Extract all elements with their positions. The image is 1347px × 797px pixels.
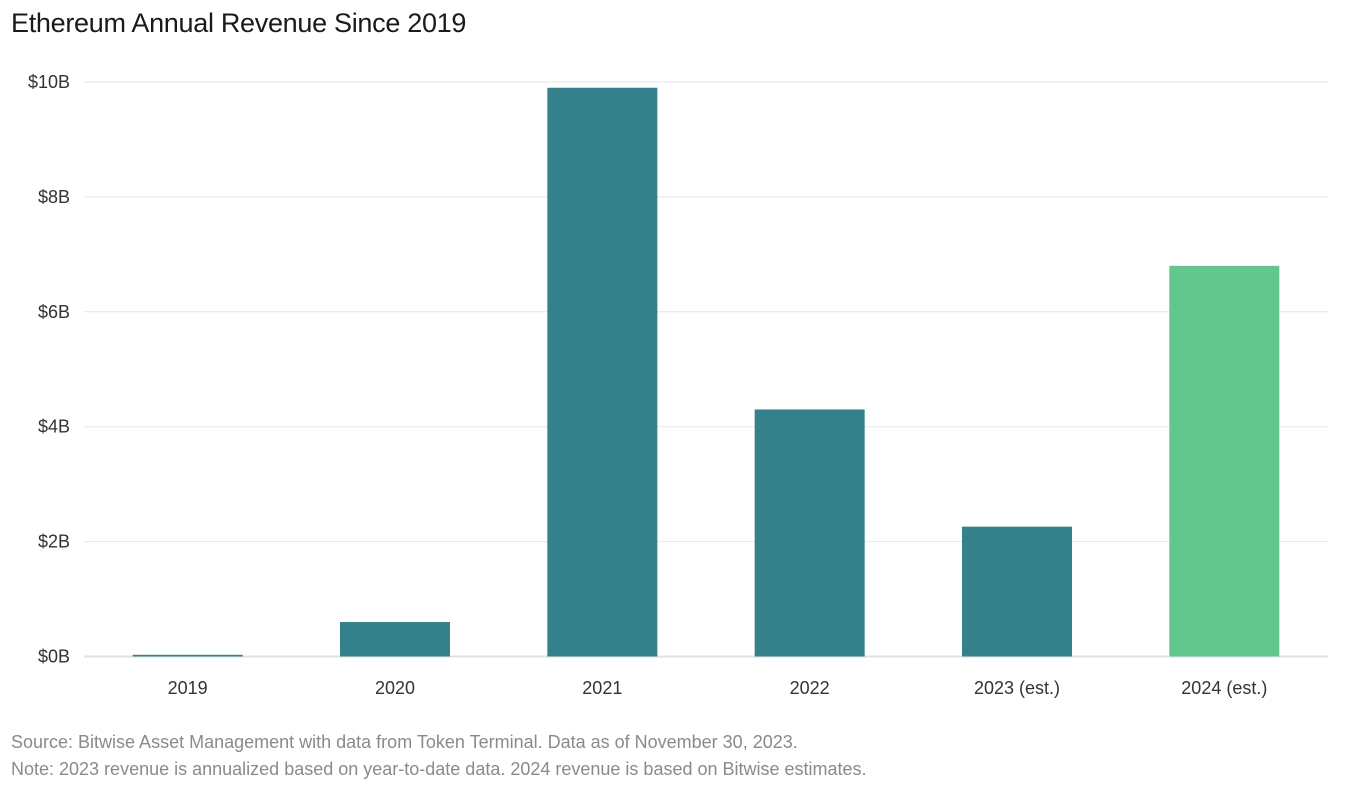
y-tick-label: $2B bbox=[38, 532, 70, 552]
x-tick-label: 2024 (est.) bbox=[1181, 678, 1267, 698]
y-tick-label: $6B bbox=[38, 302, 70, 322]
bar bbox=[754, 409, 865, 657]
y-tick-label: $4B bbox=[38, 417, 70, 437]
bar bbox=[962, 526, 1072, 657]
y-tick-label: $8B bbox=[38, 187, 70, 207]
x-tick-label: 2023 (est.) bbox=[974, 678, 1060, 698]
y-tick-label: $10B bbox=[28, 72, 70, 92]
chart-title: Ethereum Annual Revenue Since 2019 bbox=[11, 8, 467, 38]
bar bbox=[1169, 265, 1280, 657]
bar-chart: $0B $2B $4B $6B $8B $10B 2019 2020 2021 2022 2023 … bbox=[28, 72, 1328, 698]
bar bbox=[132, 654, 243, 657]
bar bbox=[340, 622, 450, 657]
x-tick-label: 2019 bbox=[168, 678, 208, 698]
y-tick-label: $0B bbox=[38, 647, 70, 667]
footnote: Note: 2023 revenue is annualized based o… bbox=[11, 759, 867, 779]
bar bbox=[547, 87, 658, 657]
source-note: Source: Bitwise Asset Management with da… bbox=[11, 732, 798, 752]
x-tick-label: 2021 bbox=[582, 678, 622, 698]
x-tick-label: 2022 bbox=[790, 678, 830, 698]
x-tick-label: 2020 bbox=[375, 678, 415, 698]
